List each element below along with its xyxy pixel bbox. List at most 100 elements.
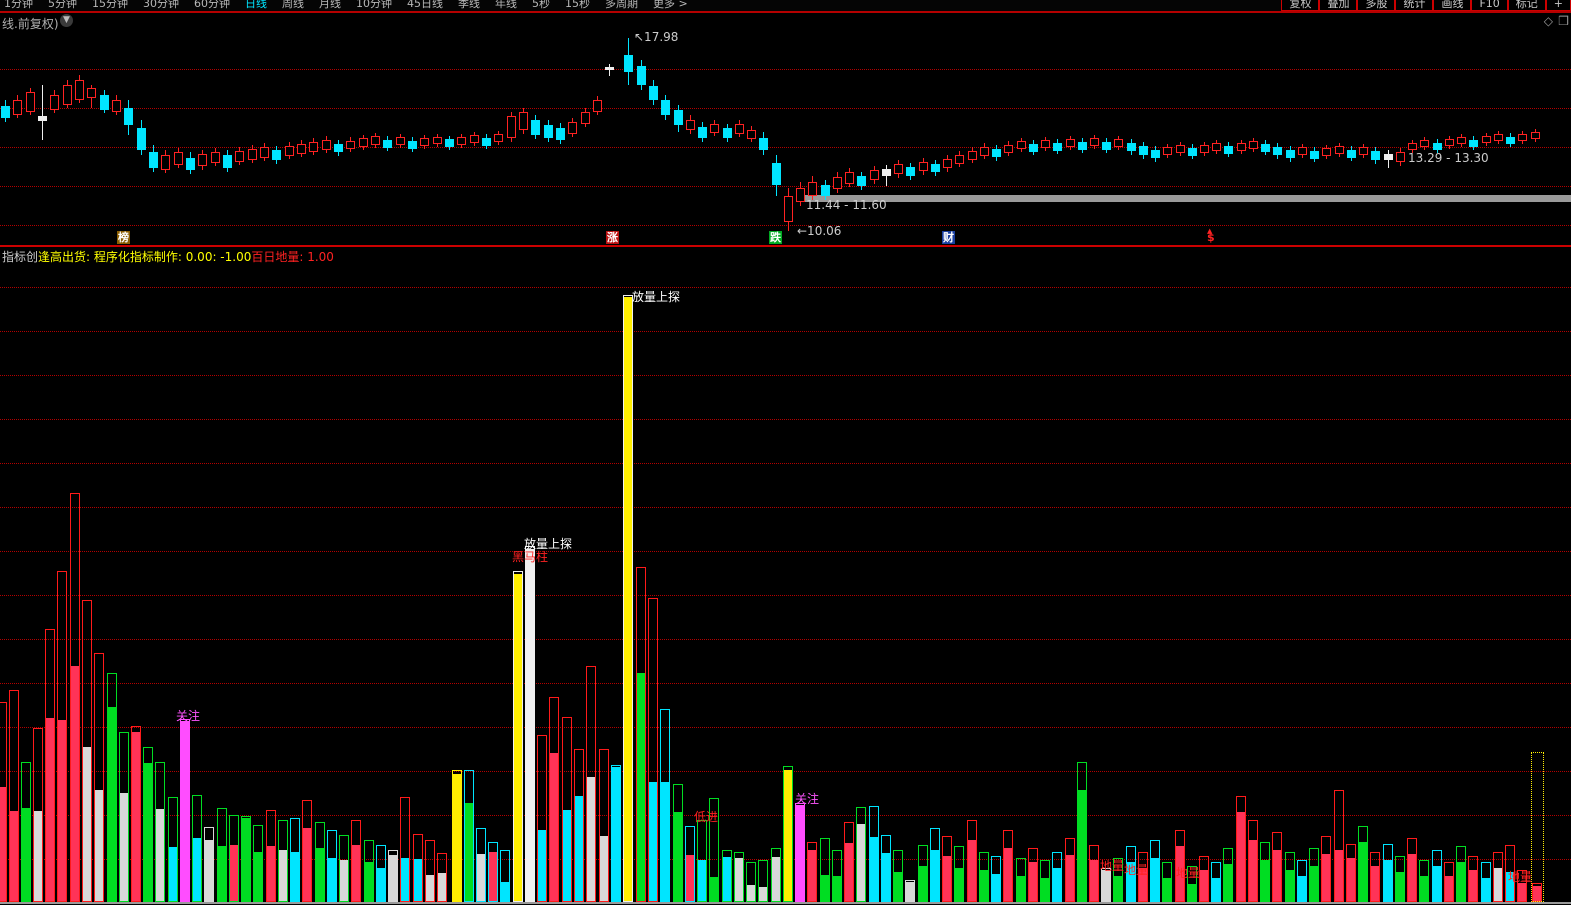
toolbar-button-标记[interactable]: 标记 [1507, 0, 1546, 11]
kline-panel[interactable]: ↖17.98 11.44 - 11.60 ←10.06 13.29 - 13.30 [0, 30, 1571, 237]
volume-bar-fill [0, 787, 6, 901]
candle-body [470, 135, 479, 143]
candle-body [87, 88, 96, 98]
toolbar-button-+[interactable]: + [1545, 0, 1571, 11]
volume-bar-outline [942, 836, 952, 902]
volume-bar-outline [204, 827, 214, 902]
menu-item-月线[interactable]: 月线 [319, 0, 341, 10]
candle-body [1396, 152, 1405, 162]
toolbar-button-叠加[interactable]: 叠加 [1319, 0, 1358, 11]
volume-bar-outline [1016, 858, 1026, 902]
volume-bar-outline [1052, 852, 1062, 902]
volume-bar-fill [624, 297, 632, 901]
candle-body [359, 138, 368, 147]
volume-bar-outline [9, 690, 19, 902]
volume-bar-outline [513, 571, 523, 902]
volume-bar-outline [217, 808, 227, 902]
menu-item-15秒[interactable]: 15秒 [565, 0, 590, 10]
volume-bar-fill [414, 859, 422, 901]
candle-body [50, 95, 59, 110]
volume-bar-fill [1004, 848, 1012, 901]
volume-bar-fill [254, 852, 262, 901]
candle-body [1139, 146, 1148, 155]
volume-bar-outline [437, 853, 447, 902]
volume-bar-fill [1298, 876, 1306, 901]
volume-bar-outline [549, 697, 559, 902]
menu-item-45日线[interactable]: 45日线 [407, 0, 443, 10]
tag-跌[interactable]: 跌 [769, 231, 782, 244]
volume-bar-outline [856, 807, 866, 902]
tag-涨[interactable]: 涨 [606, 231, 619, 244]
candle-body [1041, 140, 1050, 148]
toolbar-buttons: 复权 叠加 多股 统计 画线 F10 标记 + [1281, 0, 1571, 11]
menu-item-5秒[interactable]: 5秒 [532, 0, 550, 10]
volume-bar-outline [1370, 852, 1380, 902]
menu-item-季线[interactable]: 季线 [458, 0, 480, 10]
volume-bar-fill [267, 846, 275, 901]
candle-body [1347, 150, 1356, 158]
volume-bar-outline [746, 862, 756, 902]
chevron-down-icon[interactable]: ▼ [60, 14, 73, 27]
menu-item-周线[interactable]: 周线 [282, 0, 304, 10]
menu-item-15分钟[interactable]: 15分钟 [92, 0, 128, 10]
menu-item-5分钟[interactable]: 5分钟 [48, 0, 77, 10]
volume-bar-fill [600, 836, 608, 901]
diamond-icon[interactable]: ◇ [1543, 14, 1553, 28]
candle-body [808, 182, 817, 196]
tag-$[interactable]: ▲ $ [1207, 227, 1215, 244]
menu-item-多周期[interactable]: 多周期 [605, 0, 638, 10]
volume-bar-outline [33, 728, 43, 902]
tag-财[interactable]: 财 [942, 231, 955, 244]
volume-bar-fill [1469, 870, 1477, 901]
price-annotation: 11.44 - 11.60 [806, 198, 887, 212]
menu-item-更多 >[interactable]: 更多 > [653, 0, 688, 10]
candle-body [544, 125, 553, 138]
candle-body [1310, 151, 1319, 159]
highlight-dotted-box [1531, 752, 1544, 902]
volume-bar-fill [453, 774, 461, 901]
volume-bar-fill [316, 848, 324, 901]
toolbar-button-复权[interactable]: 复权 [1281, 0, 1320, 11]
volume-gridline [0, 551, 1571, 552]
toolbar-button-F10[interactable]: F10 [1471, 0, 1508, 11]
candle-body [235, 151, 244, 162]
candle-body [1163, 147, 1172, 155]
candle-body [100, 95, 109, 110]
toolbar-button-多股[interactable]: 多股 [1357, 0, 1396, 11]
signal-annotation: 地量 [1124, 863, 1149, 877]
tag-榜[interactable]: 榜 [117, 231, 130, 244]
volume-bar-fill [1322, 854, 1330, 901]
candle-body [1322, 148, 1331, 156]
toolbar-button-画线[interactable]: 画线 [1433, 0, 1472, 11]
volume-bar-outline [452, 770, 462, 902]
volume-bar-outline [1407, 838, 1417, 902]
candle-body [63, 85, 72, 105]
volume-bar-fill [1371, 866, 1379, 901]
volume-bar-fill [1090, 860, 1098, 901]
volume-bar-outline [464, 770, 474, 902]
menu-item-1分钟[interactable]: 1分钟 [4, 0, 33, 10]
toolbar-button-统计[interactable]: 统计 [1395, 0, 1434, 11]
box-icon[interactable]: ❒ [1558, 14, 1569, 28]
menu-item-60分钟[interactable]: 60分钟 [194, 0, 230, 10]
volume-bar-outline [1175, 830, 1185, 902]
candle-body [593, 100, 602, 112]
menu-item-日线[interactable]: 日线 [245, 0, 267, 10]
volume-bar-fill [575, 796, 583, 901]
volume-bar-outline [660, 709, 670, 902]
volume-bar-fill [1494, 868, 1502, 901]
volume-bar-outline [45, 629, 55, 902]
volume-bar-fill [156, 809, 164, 901]
menu-item-年线[interactable]: 年线 [495, 0, 517, 10]
volume-bar-fill [1445, 876, 1453, 901]
volume-bar-outline [1150, 840, 1160, 902]
volume-bar-fill [1224, 864, 1232, 901]
menu-item-30分钟[interactable]: 30分钟 [143, 0, 179, 10]
candle-body [1114, 139, 1123, 147]
volume-bar-outline [979, 852, 989, 902]
volume-bar-outline [1065, 838, 1075, 902]
menu-item-10分钟[interactable]: 10分钟 [356, 0, 392, 10]
candle-body [1445, 139, 1454, 146]
volume-bar-fill [489, 852, 497, 901]
